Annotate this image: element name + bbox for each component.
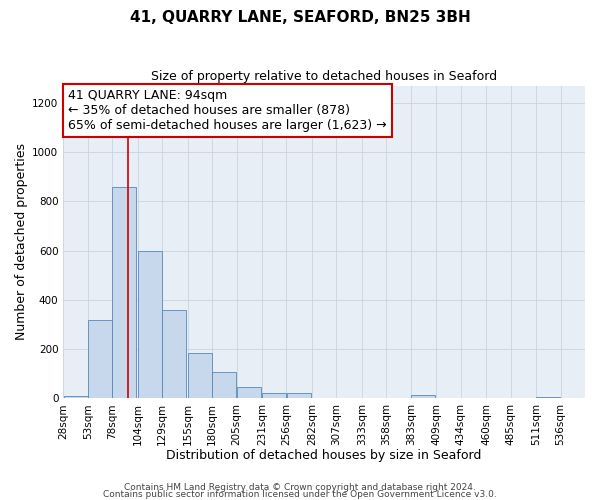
Text: Contains public sector information licensed under the Open Government Licence v3: Contains public sector information licen… <box>103 490 497 499</box>
Title: Size of property relative to detached houses in Seaford: Size of property relative to detached ho… <box>151 70 497 83</box>
Bar <box>138 250 162 398</box>
Bar <box>212 372 236 398</box>
Text: 41, QUARRY LANE, SEAFORD, BN25 3BH: 41, QUARRY LANE, SEAFORD, BN25 3BH <box>130 10 470 25</box>
Y-axis label: Number of detached properties: Number of detached properties <box>15 144 28 340</box>
Bar <box>88 320 112 398</box>
Bar <box>411 394 435 398</box>
Text: Contains HM Land Registry data © Crown copyright and database right 2024.: Contains HM Land Registry data © Crown c… <box>124 484 476 492</box>
Bar <box>163 310 187 398</box>
Bar <box>237 388 261 398</box>
Bar <box>287 394 311 398</box>
Bar <box>536 397 560 398</box>
Bar <box>262 394 286 398</box>
Text: 41 QUARRY LANE: 94sqm
← 35% of detached houses are smaller (878)
65% of semi-det: 41 QUARRY LANE: 94sqm ← 35% of detached … <box>68 88 387 132</box>
Bar <box>188 353 212 399</box>
X-axis label: Distribution of detached houses by size in Seaford: Distribution of detached houses by size … <box>166 450 482 462</box>
Bar <box>64 396 88 398</box>
Bar <box>112 186 136 398</box>
